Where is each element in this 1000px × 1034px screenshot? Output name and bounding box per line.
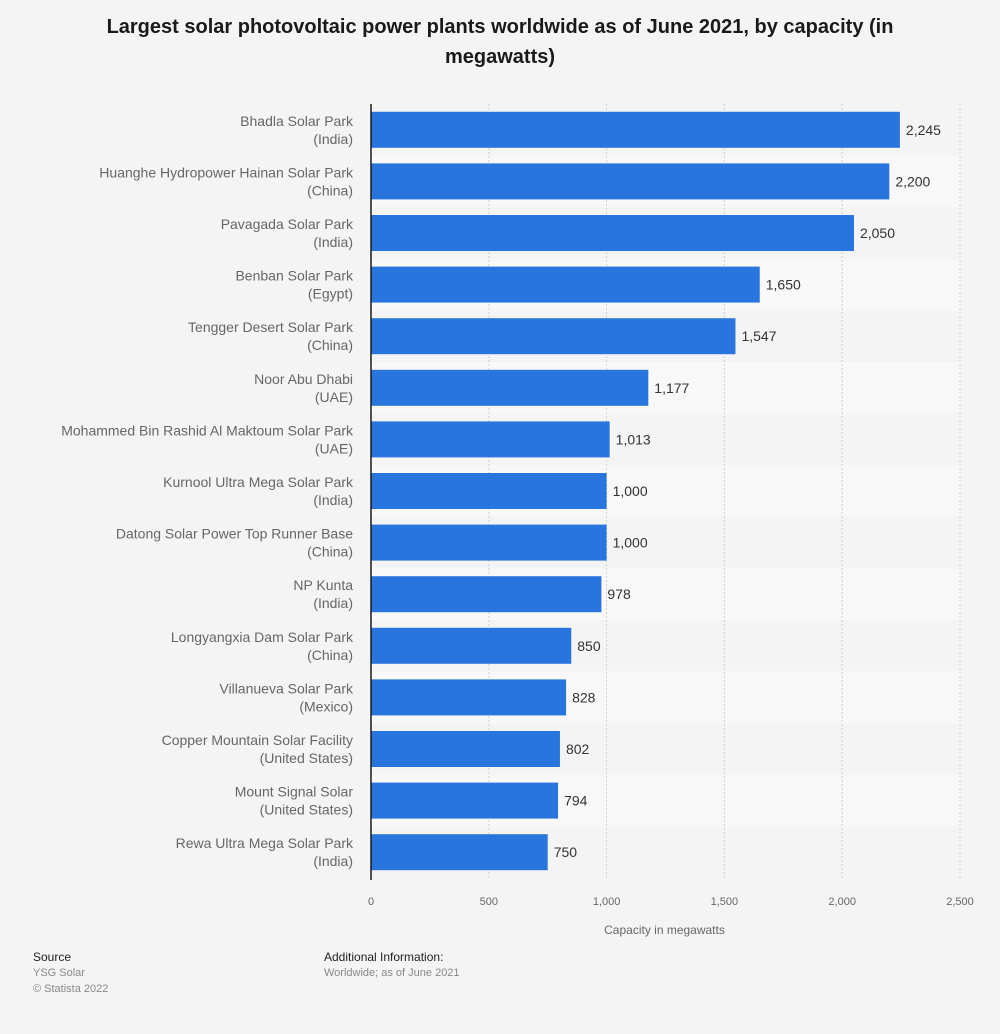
x-tick-label: 1,500: [711, 896, 739, 908]
value-label: 750: [554, 844, 578, 860]
category-country: (United States): [260, 802, 353, 818]
value-label: 1,000: [613, 535, 648, 551]
category-name: Copper Mountain Solar Facility: [162, 732, 353, 748]
bar[interactable]: [371, 627, 572, 664]
category-name: Villanueva Solar Park: [219, 680, 354, 696]
additional-info-text: Worldwide; as of June 2021: [324, 967, 460, 979]
category-name: Tengger Desert Solar Park: [188, 319, 354, 335]
x-axis-title: Capacity in megawatts: [604, 923, 725, 937]
category-label: Copper Mountain Solar Facility (United St…: [162, 732, 353, 766]
bar[interactable]: [371, 369, 649, 406]
value-label: 828: [572, 689, 596, 705]
category-label: Noor Abu Dhabi (UAE): [254, 371, 353, 405]
category-country: (UAE): [315, 440, 353, 456]
value-label: 850: [577, 638, 601, 654]
category-country: (China): [307, 337, 353, 353]
source-block: Source YSG Solar © Statista 2022: [33, 949, 108, 997]
value-label: 2,200: [895, 173, 930, 189]
category-country: (India): [313, 853, 353, 869]
category-name: Huanghe Hydropower Hainan Solar Park: [99, 164, 354, 180]
category-label: Longyangxia Dam Solar Park (China): [171, 629, 354, 663]
category-label: Rewa Ultra Mega Solar Park (India): [176, 835, 354, 869]
x-axis-ticks: 0 500 1,000 1,500 2,000 2,500: [368, 896, 974, 908]
category-name: Benban Solar Park: [235, 268, 354, 284]
value-label: 1,547: [741, 328, 776, 344]
category-name: NP Kunta: [293, 577, 353, 593]
category-label: Mount Signal Solar (United States): [235, 784, 354, 818]
source-heading: Source: [33, 950, 72, 964]
category-country: (India): [313, 131, 353, 147]
category-name: Noor Abu Dhabi: [254, 371, 353, 387]
bar[interactable]: [371, 163, 890, 200]
category-name: Pavagada Solar Park: [221, 216, 354, 232]
value-label: 2,050: [860, 225, 895, 241]
category-country: (India): [313, 595, 353, 611]
bar[interactable]: [371, 679, 567, 716]
bar[interactable]: [371, 421, 610, 458]
category-label: Villanueva Solar Park (Mexico): [219, 680, 354, 714]
category-country: (UAE): [315, 389, 353, 405]
category-label: Benban Solar Park (Egypt): [235, 268, 354, 302]
category-name: Rewa Ultra Mega Solar Park: [176, 835, 354, 851]
category-country: (Mexico): [299, 698, 353, 714]
category-label: NP Kunta (India): [293, 577, 353, 611]
category-country: (United States): [260, 750, 353, 766]
bar[interactable]: [371, 731, 560, 767]
x-tick-label: 0: [368, 896, 374, 908]
value-label: 978: [607, 586, 631, 602]
category-country: (China): [307, 647, 353, 663]
value-label: 1,650: [766, 277, 801, 293]
bar[interactable]: [371, 524, 607, 561]
additional-info-block: Additional Information: Worldwide; as of…: [324, 949, 460, 981]
category-country: (India): [313, 234, 353, 250]
bar[interactable]: [371, 576, 602, 613]
bars: [371, 111, 900, 871]
category-name: Kurnool Ultra Mega Solar Park: [163, 474, 354, 490]
x-tick-label: 2,500: [946, 896, 974, 908]
category-name: Bhadla Solar Park: [240, 113, 354, 129]
value-label: 2,245: [906, 122, 941, 138]
category-name: Datong Solar Power Top Runner Base: [116, 526, 353, 542]
x-tick-label: 500: [480, 896, 498, 908]
category-label: Kurnool Ultra Mega Solar Park (India): [163, 474, 354, 508]
bar[interactable]: [371, 111, 900, 148]
category-label: Datong Solar Power Top Runner Base (China…: [116, 526, 353, 560]
bar[interactable]: [371, 834, 548, 871]
value-label: 802: [566, 741, 590, 757]
category-country: (India): [313, 492, 353, 508]
value-label: 794: [564, 793, 588, 809]
value-label: 1,000: [613, 483, 648, 499]
category-country: (China): [307, 544, 353, 560]
category-country: (China): [307, 182, 353, 198]
bar[interactable]: [371, 782, 559, 819]
bar[interactable]: [371, 215, 854, 251]
source-name[interactable]: YSG Solar: [33, 967, 85, 979]
x-tick-label: 1,000: [593, 896, 621, 908]
chart-title: Largest solar photovoltaic power plants …: [106, 16, 894, 68]
additional-info-heading: Additional Information:: [324, 950, 444, 964]
category-label: Pavagada Solar Park (India): [221, 216, 354, 250]
category-label: Mohammed Bin Rashid Al Maktoum Solar Par…: [61, 422, 354, 456]
category-country: (Egypt): [308, 286, 353, 302]
value-labels: 2,245 2,200 2,050 1,650 1,547 1,177 1,013 1,000…: [554, 122, 941, 860]
bar[interactable]: [371, 318, 736, 355]
value-label: 1,013: [616, 431, 651, 447]
category-label: Tengger Desert Solar Park (China): [188, 319, 354, 353]
bar[interactable]: [371, 473, 607, 509]
copyright: © Statista 2022: [33, 983, 109, 995]
value-label: 1,177: [654, 380, 689, 396]
category-name: Longyangxia Dam Solar Park: [171, 629, 354, 645]
category-labels: Bhadla Solar Park (India) Huanghe Hydropow…: [61, 113, 354, 869]
category-name: Mohammed Bin Rashid Al Maktoum Solar Par…: [61, 422, 354, 438]
bar[interactable]: [371, 266, 760, 303]
category-label: Bhadla Solar Park (India): [240, 113, 354, 147]
category-label: Huanghe Hydropower Hainan Solar Park (Chi…: [99, 164, 354, 198]
x-tick-label: 2,000: [828, 896, 856, 908]
bar-chart: Bhadla Solar Park (India) Huanghe Hydropow…: [61, 104, 974, 937]
category-name: Mount Signal Solar: [235, 784, 354, 800]
